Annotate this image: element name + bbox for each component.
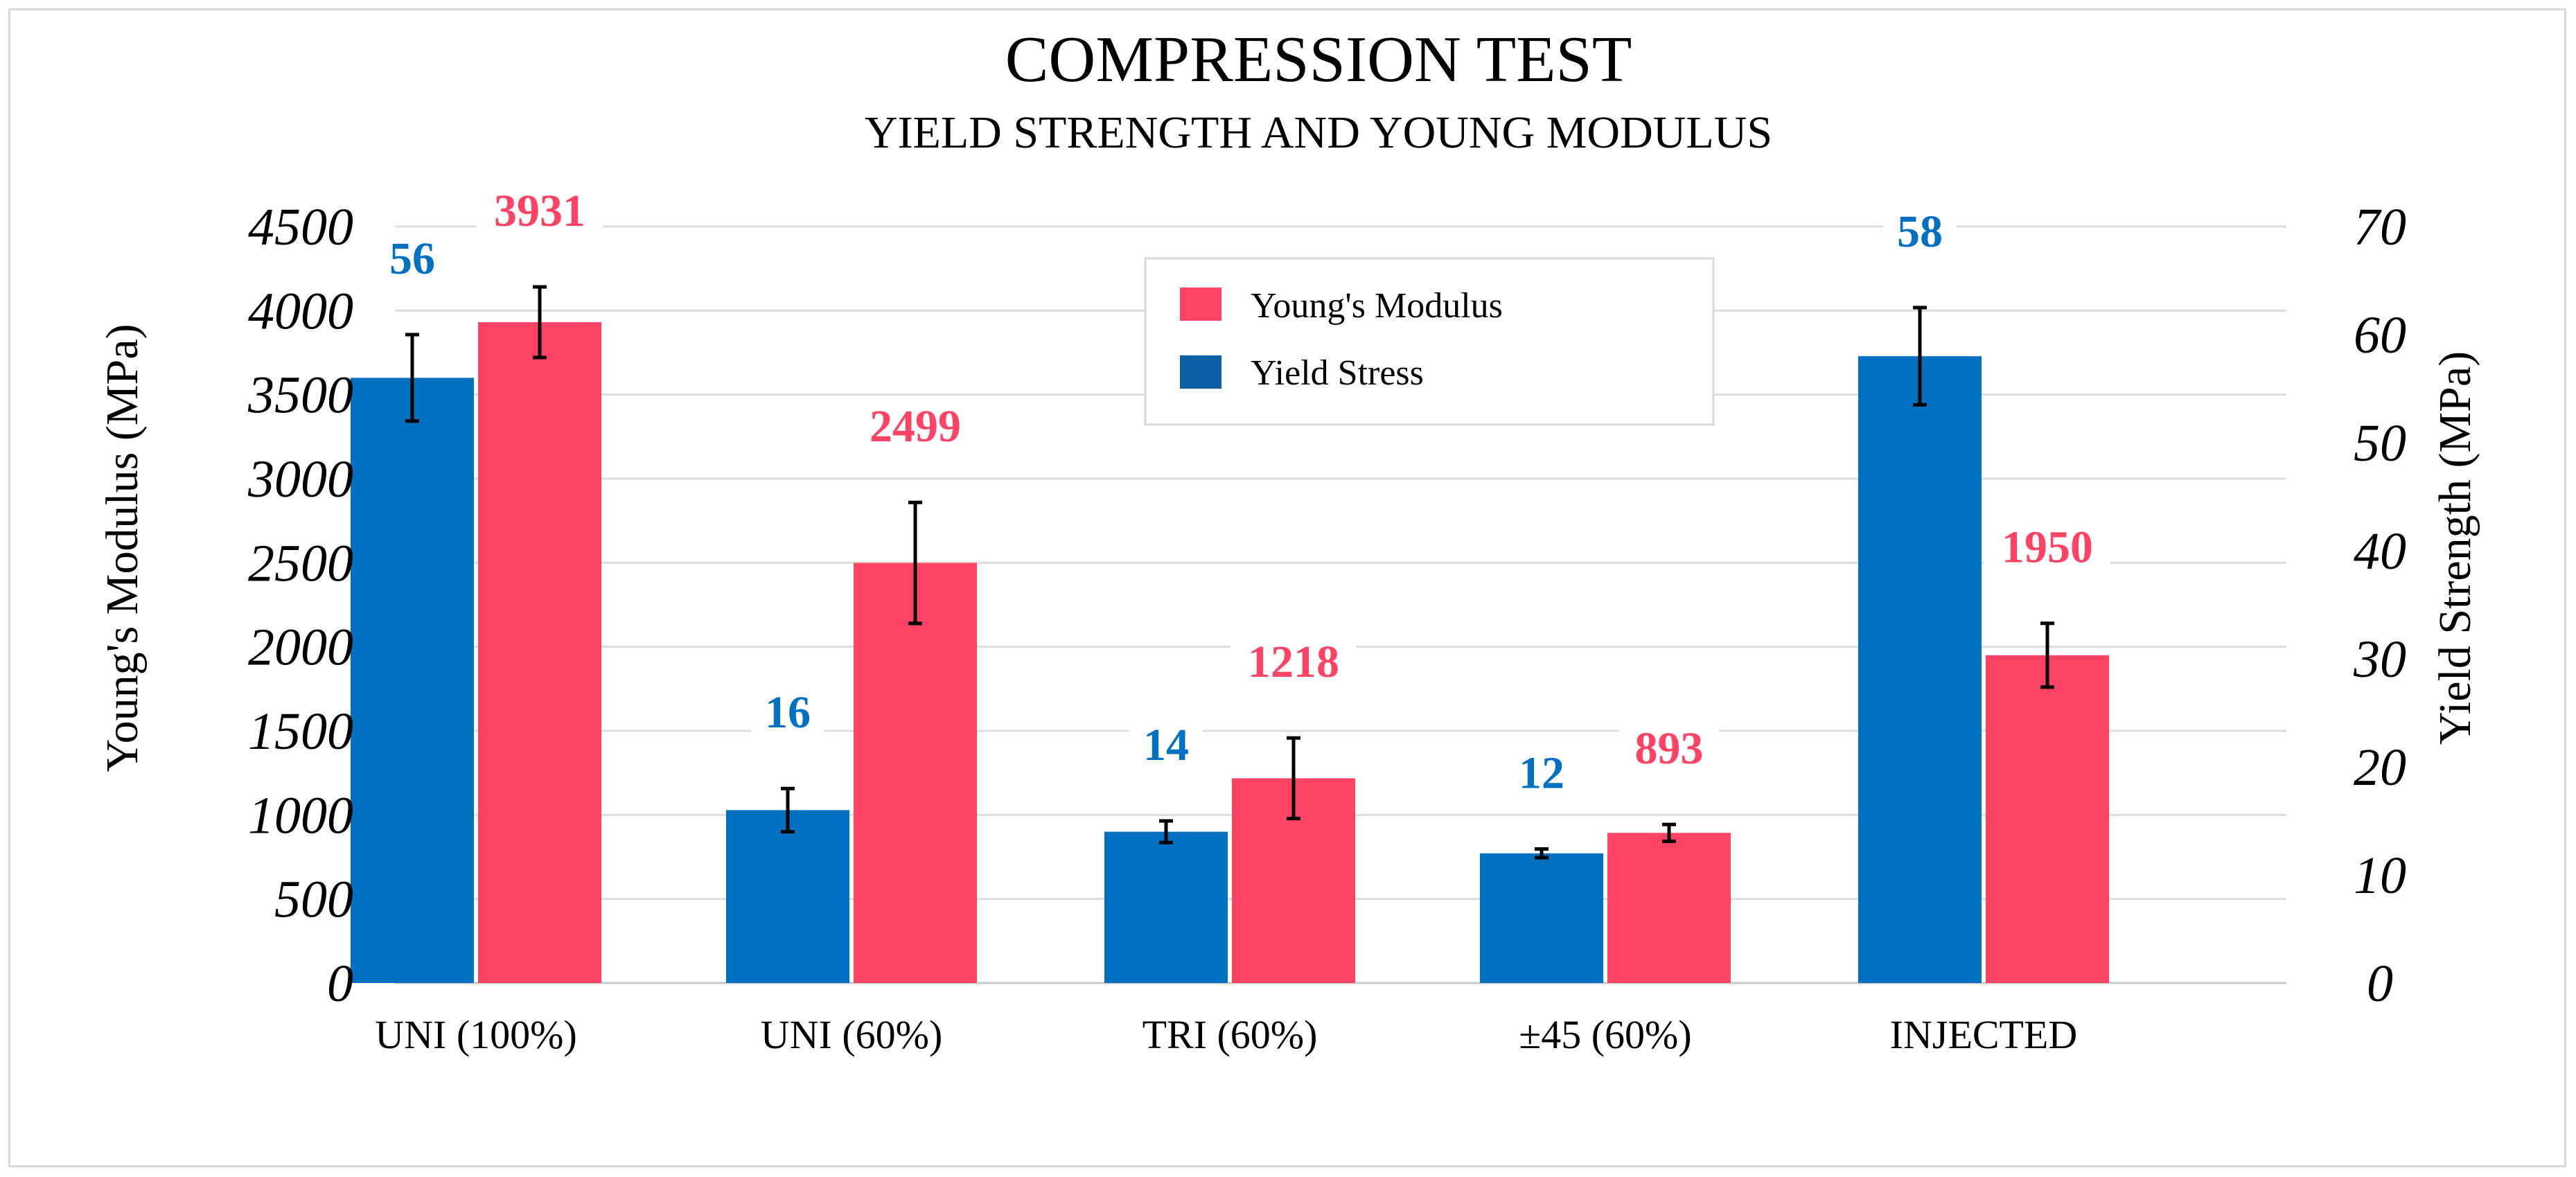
y-left-tick-label: 3500 [247,366,353,425]
legend-label-youngs-modulus: Young's Modulus [1251,286,1503,326]
bar-youngs-modulus [854,563,977,983]
legend: Young's Modulus Yield Stress [1144,257,1715,426]
data-label-youngs-modulus: 2499 [870,401,961,452]
bar-yield-stress [1104,831,1228,983]
bar-yield-stress [726,810,849,983]
y-axis-right-label: Yield Strength (MPa) [2430,351,2480,745]
x-tick-label: ±45 (60%) [1519,1012,1691,1057]
data-label-yield-stress-bg [1883,204,1957,259]
data-label-youngs-modulus-bg [1619,720,1719,777]
legend-box [1144,257,1715,426]
bar-youngs-modulus [1607,833,1731,983]
bar-yield-stress [351,378,474,983]
bar-youngs-modulus [1986,655,2109,983]
data-label-youngs-modulus-bg [852,398,978,454]
y-left-tick-label: 0 [327,955,353,1013]
y-axis-left-label: Young's Modulus (MPa) [97,324,148,772]
data-label-yield-stress: 12 [1519,748,1564,799]
data-label-yield-stress: 58 [1897,206,1943,257]
data-label-youngs-modulus: 1950 [2002,522,2093,573]
data-label-youngs-modulus: 3931 [494,186,585,236]
y-right-tick-label: 50 [2354,414,2406,472]
data-label-yield-stress-bg [751,684,824,741]
data-label-yield-stress-bg [1505,745,1578,801]
y-left-tick-label: 500 [274,871,353,929]
y-left-tick-label: 4500 [248,198,353,256]
y-left-tick-label: 4000 [248,282,353,340]
y-right-tick-label: 20 [2354,738,2406,797]
y-right-tick-label: 0 [2367,955,2393,1013]
y-right-tick-label: 70 [2354,198,2406,256]
data-label-youngs-modulus: 893 [1635,723,1704,774]
bar-yield-stress [1858,356,1982,983]
chart-title: COMPRESSION TEST [1005,24,1632,96]
y-right-tick-label: 30 [2353,630,2406,689]
y-right-tick-label: 60 [2354,306,2406,364]
axis-ticks: 0 500 1000 1500 2000 2500 3000 3500 4000 4500 0 10 2… [247,198,2406,1057]
y-right-tick-label: 40 [2354,522,2406,581]
chart-subtitle: YIELD STRENGTH AND YOUNG MODULUS [865,107,1772,158]
error-bars [405,285,2054,860]
x-tick-label: UNI (60%) [761,1012,943,1057]
bars [351,322,2109,983]
chart-svg: COMPRESSION TEST YIELD STRENGTH AND YOUN… [97,24,2480,1057]
x-tick-label: TRI (60%) [1143,1012,1318,1057]
bar-youngs-modulus [478,322,601,983]
data-label-yield-stress: 16 [765,687,811,738]
data-label-youngs-modulus-bg [1984,519,2110,575]
data-label-yield-stress-bg [376,231,449,286]
y-left-tick-label: 1500 [248,702,353,761]
y-left-tick-label: 1000 [248,786,353,844]
data-label-youngs-modulus-bg [1230,634,1357,690]
y-left-tick-label: 2000 [248,619,353,677]
bar-yield-stress [1480,853,1603,983]
y-left-tick-label: 3000 [247,450,353,508]
x-tick-label: INJECTED [1890,1012,2078,1057]
data-label-yield-stress-bg [1129,717,1203,772]
data-label-youngs-modulus: 1218 [1248,637,1339,687]
x-tick-label: UNI (100%) [375,1012,577,1057]
chart-frame: COMPRESSION TEST YIELD STRENGTH AND YOUN… [8,8,2566,1167]
y-right-tick-label: 10 [2354,847,2406,905]
data-labels: 56 3931 16 2499 14 1218 12 893 58 1950 [376,183,2110,801]
legend-swatch-youngs-modulus [1180,287,1221,321]
legend-label-yield-stress: Yield Stress [1251,353,1424,393]
data-label-yield-stress: 56 [389,233,435,284]
data-label-yield-stress: 14 [1143,720,1189,770]
legend-swatch-yield-stress [1180,355,1221,389]
data-label-youngs-modulus-bg [477,183,603,239]
y-left-tick-label: 2500 [248,534,353,592]
